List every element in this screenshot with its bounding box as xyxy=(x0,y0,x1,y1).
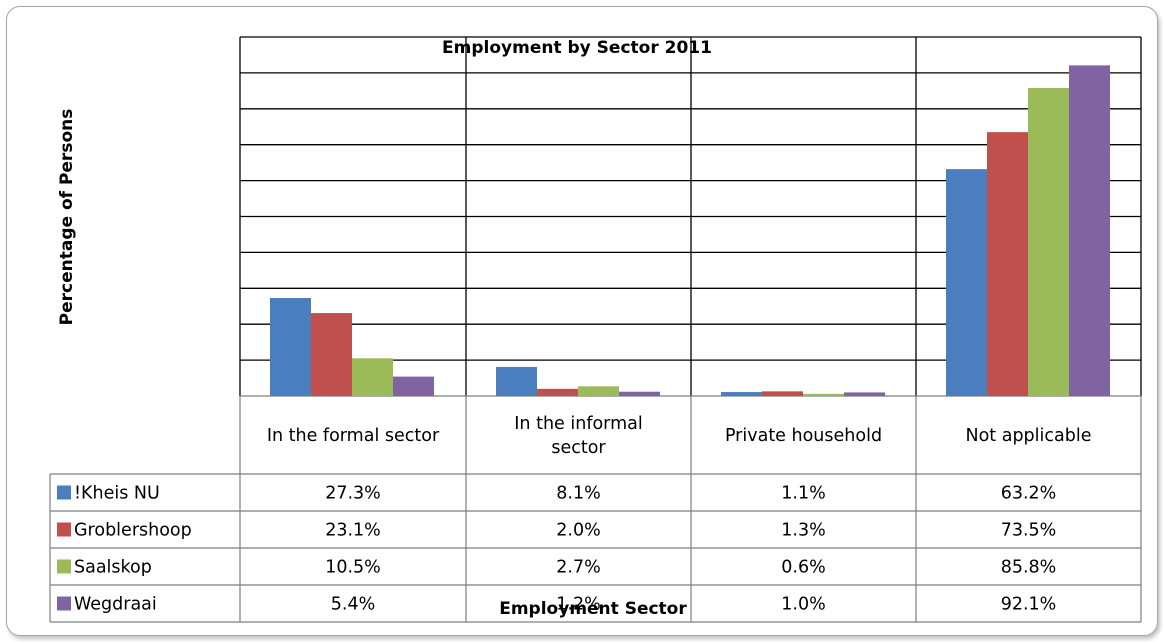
category-label-in-the-formal-sector: In the formal sector xyxy=(267,426,440,446)
data-label-saalskop-in-the-informal-sector: 2.7% xyxy=(556,558,600,578)
data-label-wegdraai-in-the-informal-sector: 1.2% xyxy=(556,595,600,615)
bar-groblershoop-not-applicable xyxy=(987,132,1028,396)
bar-kheis-nu-not-applicable xyxy=(946,169,987,396)
data-label-saalskop-not-applicable: 85.8% xyxy=(1001,558,1057,578)
data-label-wegdraai-private-household: 1.0% xyxy=(781,595,825,615)
category-label-in-the-informal-sector: In the informal sector xyxy=(514,414,642,458)
data-label-saalskop-private-household: 0.6% xyxy=(781,558,825,578)
bar-saalskop-not-applicable xyxy=(1028,87,1069,396)
legend-label-kheis-nu: !Kheis NU xyxy=(74,484,160,504)
category-label-not-applicable: Not applicable xyxy=(966,426,1092,446)
bar-wegdraai-private-household xyxy=(844,392,885,396)
legend-label-groblershoop: Groblershoop xyxy=(74,521,192,541)
bar-wegdraai-not-applicable xyxy=(1069,65,1110,397)
legend-key-saalskop xyxy=(57,559,71,574)
bars-layer xyxy=(270,65,1110,397)
data-label-groblershoop-in-the-informal-sector: 2.0% xyxy=(556,521,600,541)
bar-saalskop-in-the-formal-sector xyxy=(352,358,393,396)
data-label-kheis-nu-not-applicable: 63.2% xyxy=(1001,484,1057,504)
bar-saalskop-in-the-informal-sector xyxy=(578,386,619,396)
data-label-groblershoop-not-applicable: 73.5% xyxy=(1001,521,1057,541)
data-label-groblershoop-private-household: 1.3% xyxy=(781,521,825,541)
data-label-wegdraai-not-applicable: 92.1% xyxy=(1001,595,1057,615)
data-label-kheis-nu-private-household: 1.1% xyxy=(781,484,825,504)
category-label-private-household: Private household xyxy=(725,426,882,446)
bar-groblershoop-in-the-formal-sector xyxy=(311,313,352,396)
y-axis-label: Percentage of Persons xyxy=(57,109,77,326)
legend-key-kheis-nu xyxy=(57,485,71,500)
data-label-saalskop-in-the-formal-sector: 10.5% xyxy=(325,558,381,578)
bar-kheis-nu-in-the-formal-sector xyxy=(270,297,311,396)
bar-saalskop-private-household xyxy=(803,393,844,396)
chart-title: Employment by Sector 2011 xyxy=(442,38,712,58)
bar-wegdraai-in-the-formal-sector xyxy=(393,376,434,396)
bar-groblershoop-in-the-informal-sector xyxy=(537,388,578,396)
bar-groblershoop-private-household xyxy=(762,391,803,396)
bar-wegdraai-in-the-informal-sector xyxy=(619,391,660,396)
data-label-kheis-nu-in-the-informal-sector: 8.1% xyxy=(556,484,600,504)
x-axis-label: Employment Sector xyxy=(499,599,687,619)
data-table: In the formal sector In the informal secto… xyxy=(49,396,1142,623)
data-label-wegdraai-in-the-formal-sector: 5.4% xyxy=(331,595,375,615)
data-label-groblershoop-in-the-formal-sector: 23.1% xyxy=(325,521,381,541)
data-label-kheis-nu-in-the-formal-sector: 27.3% xyxy=(325,484,381,504)
bar-kheis-nu-private-household xyxy=(721,392,762,396)
bar-kheis-nu-in-the-informal-sector xyxy=(496,366,537,396)
legend-label-saalskop: Saalskop xyxy=(74,558,152,578)
legend-key-wegdraai xyxy=(57,596,71,611)
legend-key-groblershoop xyxy=(57,522,71,537)
legend-label-wegdraai: Wegdraai xyxy=(74,595,157,615)
